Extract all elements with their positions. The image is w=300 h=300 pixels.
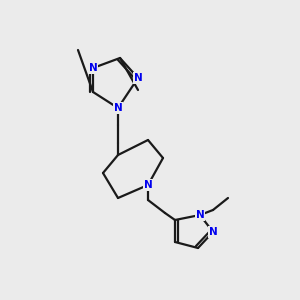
Text: N: N <box>144 180 152 190</box>
Text: N: N <box>88 63 98 73</box>
Text: N: N <box>196 210 204 220</box>
Text: N: N <box>114 103 122 113</box>
Text: N: N <box>208 227 217 237</box>
Text: N: N <box>134 73 142 83</box>
